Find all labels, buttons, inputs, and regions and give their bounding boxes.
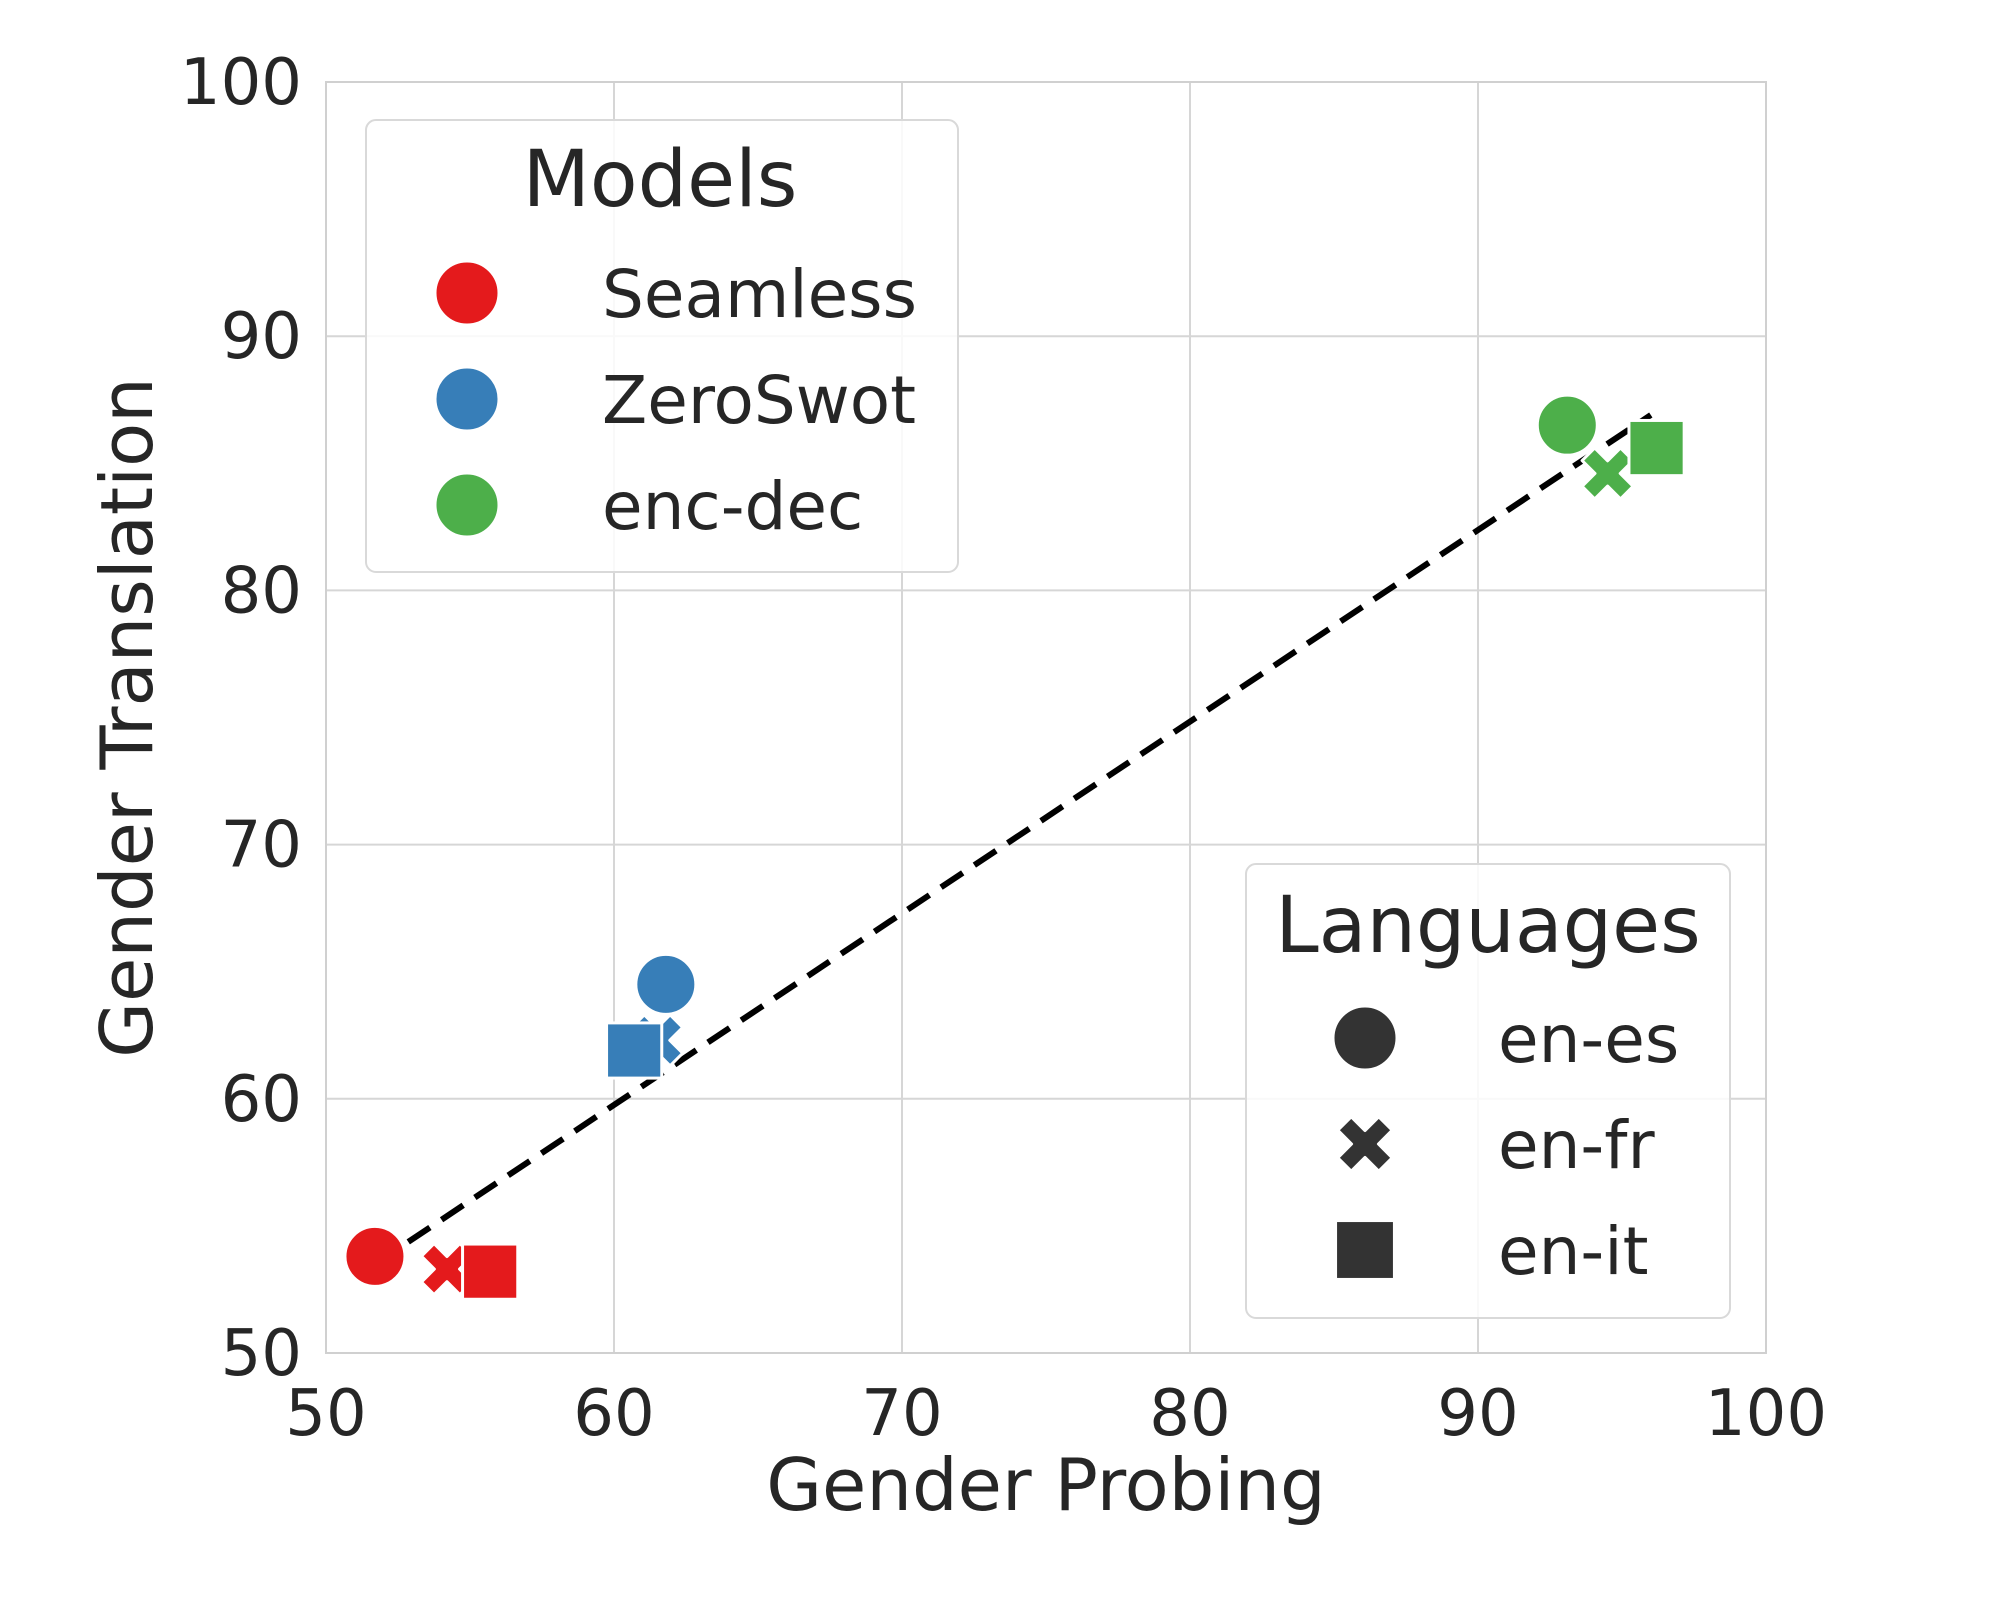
legend-marker-en-es <box>1331 1004 1399 1072</box>
x-tick-label: 100 <box>1705 1377 1827 1451</box>
y-tick-label: 60 <box>221 1063 302 1137</box>
point-seamless-en-it <box>461 1242 520 1301</box>
x-tick-label: 60 <box>573 1377 654 1451</box>
x-tick-label: 90 <box>1437 1377 1518 1451</box>
x-tick-label: 70 <box>861 1377 942 1451</box>
legend-marker-seamless <box>433 259 501 327</box>
legend-models: Models Seamless ZeroSwot enc-dec <box>365 119 959 573</box>
legend-label-enc-dec: enc-dec <box>602 468 863 545</box>
legend-models-entries: Seamless ZeroSwot enc-dec <box>433 256 917 545</box>
legend-marker-en-fr <box>1336 1115 1394 1173</box>
legend-marker-enc-dec <box>433 471 501 539</box>
x-axis-label: Gender Probing <box>766 1443 1325 1527</box>
legend-marker-en-it <box>1334 1219 1396 1281</box>
point-zeroswot-en-es <box>634 952 698 1016</box>
legend-label-en-fr: en-fr <box>1498 1107 1655 1184</box>
point-seamless-en-es <box>343 1224 407 1288</box>
legend-models-title: Models <box>523 135 798 225</box>
y-tick-label: 70 <box>221 809 302 883</box>
plot-frame <box>325 81 1767 1354</box>
y-axis-ticks: 50 60 70 80 90 100 <box>180 46 302 1391</box>
legend-marker-zeroswot <box>433 365 501 433</box>
legend-languages-title: Languages <box>1275 881 1701 971</box>
trend-line <box>373 412 1653 1267</box>
x-tick-label: 80 <box>1149 1377 1230 1451</box>
y-tick-label: 90 <box>221 300 302 374</box>
data-points <box>343 393 1686 1301</box>
legend-languages-entries: en-es en-fr en-it <box>1331 1001 1679 1290</box>
legend-languages: Languages en-es en-fr en-it <box>1245 863 1731 1319</box>
point-enc-dec-en-fr <box>1580 446 1635 501</box>
x-axis-ticks: 50 60 70 80 90 100 <box>285 1377 1827 1451</box>
y-tick-label: 80 <box>221 554 302 628</box>
point-enc-dec-en-es <box>1535 393 1599 457</box>
x-tick-label: 50 <box>285 1377 366 1451</box>
legend-label-en-it: en-it <box>1498 1213 1648 1290</box>
y-axis-label: Gender Translation <box>85 377 169 1058</box>
legend-label-en-es: en-es <box>1498 1001 1679 1078</box>
legend-languages-box <box>1245 863 1731 1319</box>
y-tick-label: 50 <box>221 1317 302 1391</box>
point-zeroswot-en-it <box>605 1021 664 1080</box>
point-enc-dec-en-it <box>1627 418 1686 478</box>
y-tick-label: 100 <box>180 46 302 120</box>
legend-label-zeroswot: ZeroSwot <box>602 362 916 439</box>
legend-label-seamless: Seamless <box>602 256 917 333</box>
legend-models-box <box>365 119 959 573</box>
